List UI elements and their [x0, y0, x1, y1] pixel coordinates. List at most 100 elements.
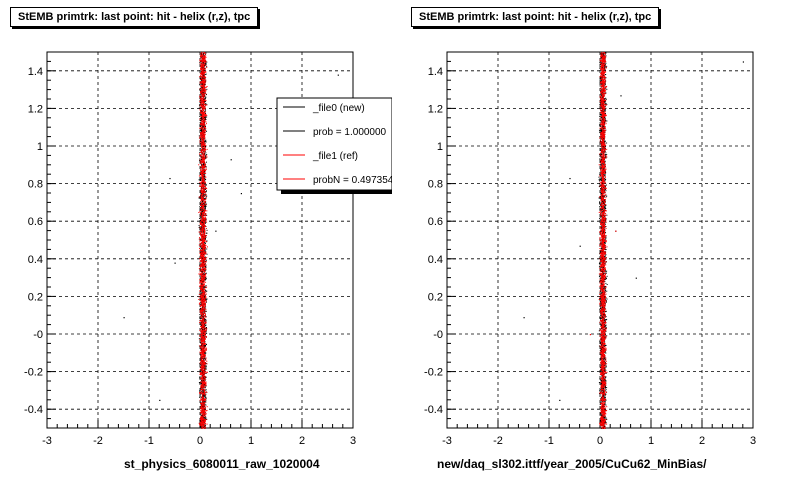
- data-point: [204, 331, 206, 333]
- data-point: [201, 424, 203, 426]
- data-point: [200, 296, 202, 298]
- data-point: [201, 226, 203, 228]
- data-point: [202, 256, 204, 258]
- data-point: [203, 297, 205, 299]
- data-point: [201, 163, 203, 165]
- data-point: [201, 177, 203, 179]
- data-point: [200, 189, 202, 191]
- data-point: [200, 366, 202, 368]
- data-point: [203, 294, 205, 296]
- data-point: [204, 182, 206, 184]
- data-point: [202, 360, 204, 362]
- data-point: [204, 415, 206, 417]
- data-point: [203, 95, 205, 97]
- data-point: [201, 171, 203, 173]
- data-point: [200, 143, 202, 145]
- data-point: [202, 215, 204, 217]
- data-point: [199, 84, 201, 86]
- data-point: [200, 338, 202, 340]
- data-point: [202, 190, 204, 192]
- data-point: [201, 194, 203, 196]
- data-point: [201, 403, 203, 405]
- data-point: [204, 120, 206, 122]
- data-point: [206, 154, 208, 156]
- data-point: [206, 104, 208, 106]
- data-point: [200, 334, 202, 336]
- data-point: [202, 310, 204, 312]
- data-point: [201, 134, 203, 136]
- data-point: [204, 256, 206, 258]
- data-point: [203, 186, 205, 188]
- data-point: [202, 203, 204, 205]
- data-point: [204, 218, 206, 220]
- data-point: [201, 402, 203, 404]
- data-point: [199, 378, 201, 380]
- data-point: [201, 375, 203, 377]
- data-point: [203, 362, 205, 364]
- data-point: [201, 203, 203, 205]
- data-point: [201, 210, 203, 212]
- data-point: [204, 409, 206, 411]
- data-point: [204, 171, 206, 173]
- data-point: [199, 231, 201, 233]
- data-point: [203, 66, 205, 68]
- data-point: [202, 212, 204, 214]
- data-point: [201, 298, 203, 300]
- data-point: [202, 112, 204, 114]
- data-point: [203, 89, 205, 91]
- data-point: [204, 258, 206, 260]
- data-point: [202, 357, 204, 359]
- data-point: [200, 114, 202, 116]
- data-point: [203, 192, 205, 194]
- data-point: [205, 321, 207, 323]
- data-point: [202, 151, 204, 153]
- data-point: [205, 183, 207, 185]
- data-point: [201, 353, 203, 355]
- data-point: [199, 60, 201, 62]
- data-point: [200, 255, 202, 257]
- data-point: [199, 78, 201, 80]
- data-point: [200, 192, 202, 194]
- data-point: [200, 391, 202, 393]
- data-point: [201, 194, 203, 196]
- data-point: [205, 357, 207, 359]
- data-point: [201, 281, 203, 283]
- data-point: [204, 225, 206, 227]
- data-point: [201, 294, 203, 296]
- data-point: [203, 188, 205, 190]
- data-point: [202, 76, 204, 78]
- data-point: [199, 396, 201, 398]
- data-point: [204, 198, 206, 200]
- data-point: [204, 391, 206, 393]
- data-point: [201, 251, 203, 253]
- data-point: [204, 244, 206, 246]
- data-point: [200, 173, 202, 175]
- data-point: [201, 112, 203, 114]
- data-point: [202, 315, 204, 317]
- data-point: [201, 71, 203, 73]
- data-point: [202, 222, 204, 224]
- data-point: [204, 313, 206, 315]
- data-point: [203, 155, 205, 157]
- data-point: [200, 345, 202, 347]
- data-point: [203, 179, 205, 181]
- data-point: [203, 304, 205, 306]
- data-point: [204, 169, 206, 171]
- data-point: [201, 399, 203, 401]
- data-point: [199, 314, 201, 316]
- data-point: [202, 230, 204, 232]
- data-point: [206, 66, 208, 68]
- data-point: [205, 219, 207, 221]
- data-point: [202, 268, 204, 270]
- data-point: [202, 265, 204, 267]
- data-point: [201, 157, 203, 159]
- data-point: [203, 402, 205, 404]
- data-point: [204, 338, 206, 340]
- data-point: [200, 367, 202, 369]
- data-point: [202, 115, 204, 117]
- data-point: [205, 395, 207, 397]
- data-point: [202, 191, 204, 193]
- data-point: [202, 144, 204, 146]
- data-point: [201, 412, 203, 414]
- data-point: [201, 408, 203, 410]
